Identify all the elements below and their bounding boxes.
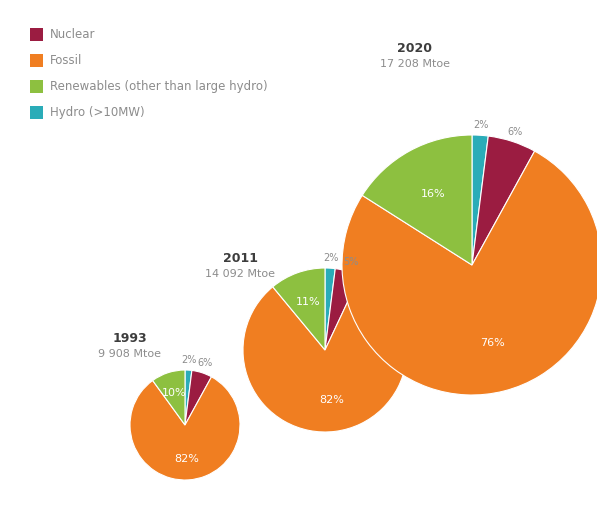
Wedge shape: [185, 371, 211, 425]
Text: 17 208 Mtoe: 17 208 Mtoe: [380, 59, 450, 69]
Text: Renewables (other than large hydro): Renewables (other than large hydro): [50, 80, 267, 93]
Bar: [30, 80, 43, 93]
Text: Fossil: Fossil: [50, 54, 82, 67]
Text: 2011: 2011: [223, 252, 257, 265]
Bar: [30, 28, 43, 41]
Wedge shape: [472, 135, 488, 265]
Text: 14 092 Mtoe: 14 092 Mtoe: [205, 269, 275, 279]
Text: 1993: 1993: [113, 332, 147, 345]
Text: 82%: 82%: [319, 395, 344, 405]
Text: 82%: 82%: [175, 454, 199, 464]
Text: 2%: 2%: [473, 120, 488, 130]
Text: 2%: 2%: [323, 253, 338, 263]
Bar: [30, 54, 43, 67]
Wedge shape: [325, 268, 336, 350]
Text: Hydro (>10MW): Hydro (>10MW): [50, 106, 144, 119]
Text: 11%: 11%: [296, 297, 320, 307]
Text: 5%: 5%: [343, 257, 358, 267]
Wedge shape: [243, 276, 407, 432]
Text: 6%: 6%: [198, 358, 213, 368]
Text: 76%: 76%: [479, 338, 504, 348]
Text: 2020: 2020: [398, 42, 432, 55]
Text: 16%: 16%: [421, 189, 445, 199]
Wedge shape: [325, 269, 360, 350]
Wedge shape: [362, 135, 472, 265]
Wedge shape: [185, 370, 192, 425]
Bar: [30, 106, 43, 119]
Wedge shape: [153, 370, 185, 425]
Text: 2%: 2%: [181, 355, 197, 365]
Wedge shape: [472, 136, 535, 265]
Wedge shape: [342, 151, 597, 395]
Text: 10%: 10%: [162, 388, 187, 398]
Text: 6%: 6%: [507, 127, 523, 137]
Wedge shape: [130, 377, 240, 480]
Wedge shape: [273, 268, 325, 350]
Text: Nuclear: Nuclear: [50, 28, 96, 41]
Text: 9 908 Mtoe: 9 908 Mtoe: [99, 349, 162, 359]
